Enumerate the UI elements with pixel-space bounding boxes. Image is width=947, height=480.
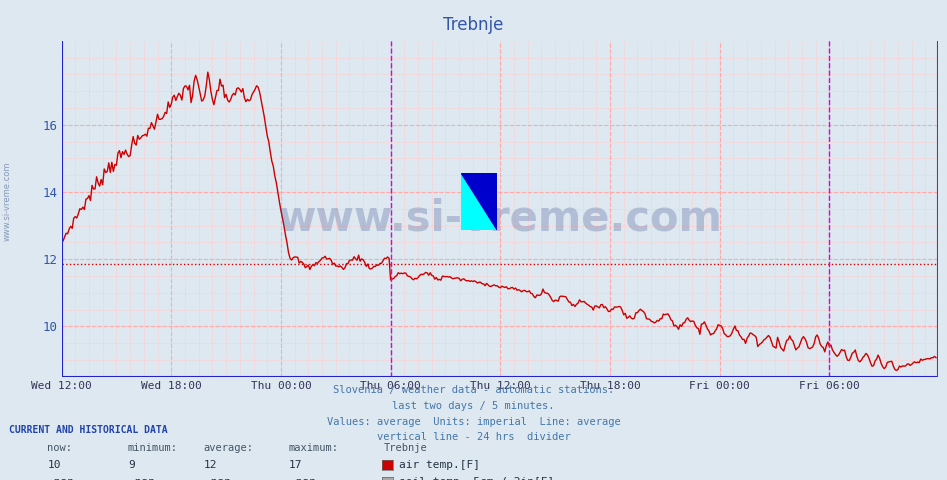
Text: www.si-vreme.com: www.si-vreme.com	[3, 162, 12, 241]
Text: maximum:: maximum:	[289, 443, 339, 453]
Text: vertical line - 24 hrs  divider: vertical line - 24 hrs divider	[377, 432, 570, 443]
Text: minimum:: minimum:	[128, 443, 178, 453]
Polygon shape	[461, 173, 497, 230]
Text: Slovenia / weather data - automatic stations.: Slovenia / weather data - automatic stat…	[333, 385, 614, 395]
Text: 10: 10	[47, 460, 61, 470]
Text: -nan: -nan	[47, 477, 75, 480]
Text: 12: 12	[204, 460, 217, 470]
Text: last two days / 5 minutes.: last two days / 5 minutes.	[392, 401, 555, 411]
Text: air temp.[F]: air temp.[F]	[399, 460, 480, 470]
Text: now:: now:	[47, 443, 72, 453]
Text: -nan: -nan	[289, 477, 316, 480]
Text: -nan: -nan	[128, 477, 155, 480]
Text: CURRENT AND HISTORICAL DATA: CURRENT AND HISTORICAL DATA	[9, 425, 169, 435]
Text: www.si-vreme.com: www.si-vreme.com	[277, 198, 722, 240]
Polygon shape	[461, 173, 497, 230]
Text: average:: average:	[204, 443, 254, 453]
Text: Trebnje: Trebnje	[443, 16, 504, 34]
Text: Trebnje: Trebnje	[384, 443, 427, 453]
Text: 9: 9	[128, 460, 134, 470]
Text: soil temp. 5cm / 2in[F]: soil temp. 5cm / 2in[F]	[399, 477, 554, 480]
Text: -nan: -nan	[204, 477, 231, 480]
Text: 17: 17	[289, 460, 302, 470]
Text: Values: average  Units: imperial  Line: average: Values: average Units: imperial Line: av…	[327, 417, 620, 427]
